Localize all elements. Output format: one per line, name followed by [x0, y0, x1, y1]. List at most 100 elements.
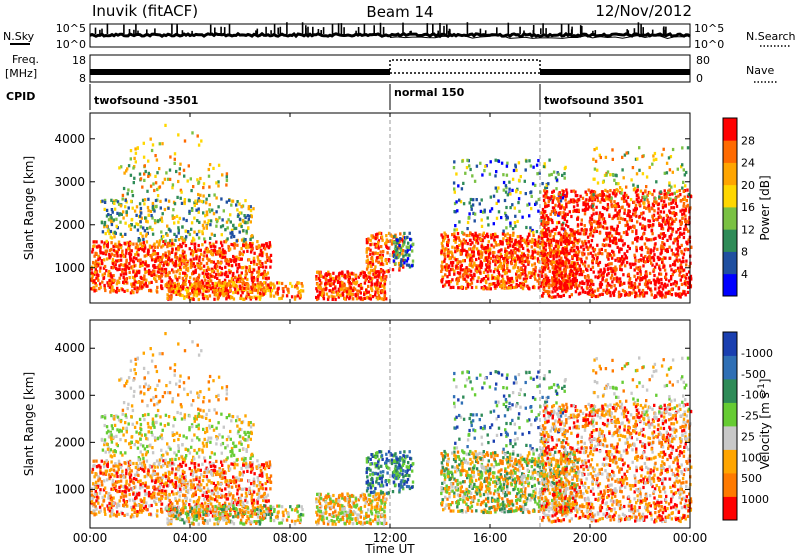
echo-cell [547, 196, 550, 200]
echo-cell [209, 287, 212, 291]
echo-cell [249, 209, 253, 213]
echo-cell [160, 237, 163, 241]
echo-cell [517, 266, 520, 270]
echo-cell [380, 255, 384, 259]
echo-cell [152, 207, 155, 211]
echo-cell [663, 243, 666, 247]
echo-cell [509, 206, 512, 210]
echo-cell [541, 234, 544, 238]
echo-cell [227, 283, 230, 287]
echo-cell [628, 262, 632, 266]
echo-cell [598, 260, 602, 265]
echo-cell [478, 256, 481, 260]
echo-cell [517, 197, 521, 201]
echo-cell [506, 263, 509, 267]
echo-cell [508, 239, 511, 243]
echo-cell [662, 284, 665, 288]
echo-cell [580, 286, 583, 290]
echo-cell [485, 281, 488, 285]
echo-cell [194, 268, 197, 272]
echo-cell [367, 247, 371, 251]
echo-cell [596, 294, 600, 298]
echo-cell [241, 291, 244, 295]
echo-cell [143, 274, 146, 278]
echo-cell [190, 227, 193, 231]
echo-cell [174, 264, 177, 268]
echo-cell [151, 216, 154, 220]
echo-cell [209, 236, 212, 240]
echo-cell [166, 262, 169, 266]
echo-cell [381, 284, 384, 288]
echo-cell [192, 293, 196, 297]
echo-cell [457, 286, 460, 290]
echo-cell [601, 213, 604, 217]
echo-cell [608, 237, 611, 241]
echo-cell [163, 207, 167, 212]
echo-cell [367, 279, 371, 284]
echo-cell [402, 242, 406, 246]
echo-cell [217, 281, 220, 285]
echo-cell [464, 269, 467, 273]
echo-cell [263, 247, 267, 251]
echo-cell [557, 279, 560, 283]
echo-cell [464, 271, 468, 275]
echo-cell [167, 199, 171, 203]
echo-cell [506, 277, 510, 281]
echo-cell [472, 211, 475, 215]
echo-cell [158, 167, 161, 171]
echo-cell [497, 276, 500, 280]
echo-cell [541, 251, 544, 255]
echo-cell [462, 272, 465, 277]
echo-cell [167, 241, 170, 245]
echo-cell [670, 293, 674, 297]
echo-cell [124, 205, 127, 209]
echo-cell [266, 271, 270, 275]
echo-cell [518, 245, 521, 249]
echo-cell [543, 162, 546, 166]
echo-cell [669, 282, 673, 287]
echo-cell [598, 211, 602, 215]
echo-cell [98, 256, 102, 260]
echo-cell [589, 216, 592, 220]
echo-cell [197, 288, 200, 292]
echo-cell [273, 286, 276, 290]
echo-cell [562, 234, 565, 239]
echo-cell [501, 277, 505, 281]
echo-cell [247, 205, 251, 209]
echo-cell [680, 292, 684, 296]
echo-cell [202, 194, 205, 198]
echo-cell [651, 232, 654, 236]
echo-cell [250, 260, 253, 264]
echo-cell [235, 263, 238, 267]
echo-cell [516, 275, 519, 279]
echo-cell [316, 282, 319, 286]
echo-cell [685, 220, 688, 224]
echo-cell [134, 160, 137, 164]
echo-cell [176, 292, 180, 296]
echo-cell [206, 289, 209, 293]
echo-cell [295, 283, 298, 287]
echo-cell [555, 287, 558, 292]
echo-cell [110, 247, 113, 252]
echo-cell [137, 239, 140, 243]
echo-cell [532, 230, 535, 234]
echo-cell [247, 226, 250, 231]
echo-cell [92, 287, 95, 291]
echo-cell [646, 198, 649, 202]
echo-cell [141, 185, 144, 189]
echo-cell [136, 223, 140, 227]
echo-cell [268, 243, 272, 247]
echo-cell [587, 252, 590, 256]
echo-cell [488, 283, 491, 287]
echo-cell [158, 239, 162, 243]
echo-cell [398, 268, 401, 272]
echo-cell [544, 203, 547, 207]
echo-cell [559, 267, 562, 271]
echo-cell [175, 287, 179, 291]
echo-cell [235, 203, 238, 207]
echo-cell [502, 237, 505, 241]
echo-cell [174, 252, 177, 256]
echo-cell [398, 266, 401, 270]
echo-cell [687, 285, 690, 289]
echo-cell [241, 285, 244, 289]
